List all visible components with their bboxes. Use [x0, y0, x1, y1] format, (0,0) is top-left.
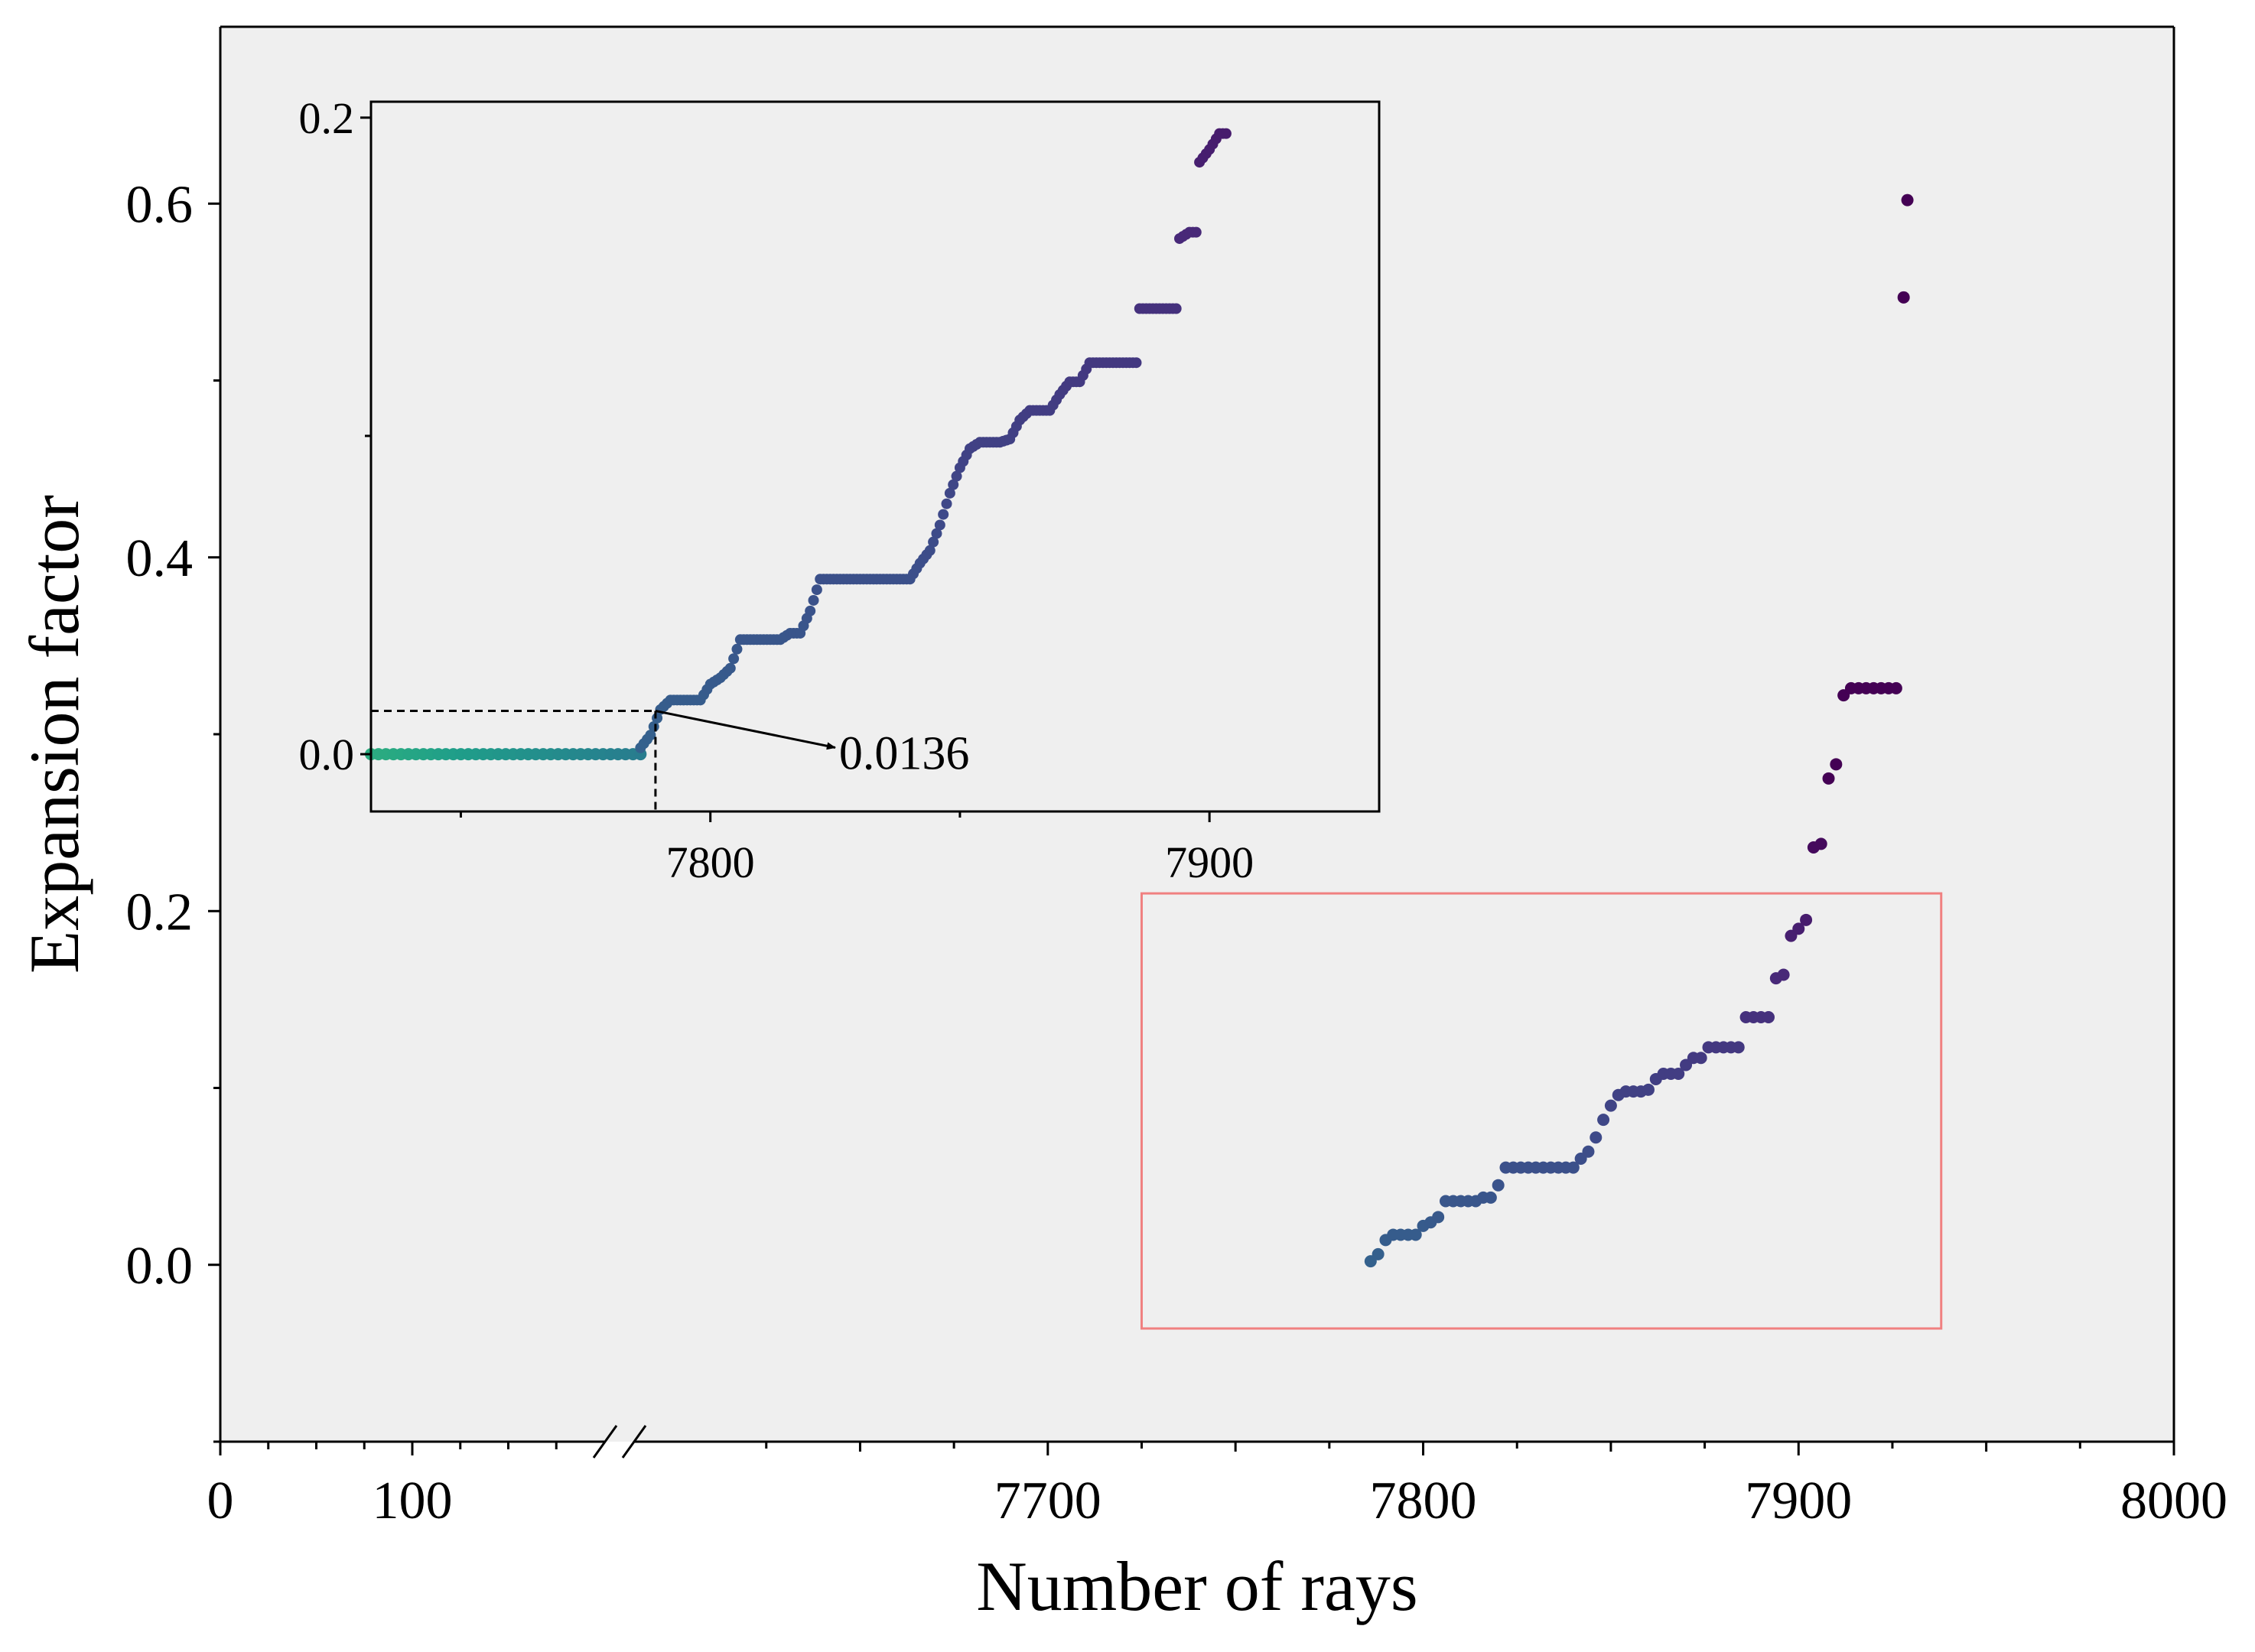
inset-data-point [941, 498, 952, 509]
main-x-ticks: 0 100 7700 7800 7900 8000 [207, 1442, 2227, 1530]
main-x-axis-title: Number of rays [976, 1547, 1417, 1625]
inset-data-point [924, 545, 936, 556]
main-data-point [1830, 758, 1843, 771]
inset-x-tick-label: 7900 [1165, 837, 1254, 887]
main-data-point [1604, 1099, 1617, 1112]
main-data-point [1432, 1211, 1445, 1224]
inset-data-point [948, 479, 959, 490]
inset-data-point [1190, 226, 1202, 238]
inset-y-tick-label: 0.0 [299, 730, 355, 779]
inset-background [371, 102, 1379, 811]
main-data-point [1590, 1131, 1603, 1144]
main-y-axis-title: Expansion factor [15, 495, 93, 974]
inset-data-point [1220, 128, 1232, 139]
inset-data-point [1131, 357, 1142, 369]
inset-y-tick-label: 0.2 [299, 93, 355, 143]
main-data-point [1492, 1179, 1505, 1192]
inset-frame [369, 100, 1381, 813]
inset-threshold-annotation: 0.0136 [371, 709, 970, 811]
inset-data-point [931, 528, 942, 539]
main-data-point [1409, 1228, 1422, 1241]
axis-break-marker [592, 1425, 647, 1459]
main-data-point [1901, 193, 1914, 206]
y-tick-label: 0.0 [126, 1237, 194, 1296]
main-data-point [1822, 772, 1835, 785]
inset-data-point [951, 470, 962, 482]
x-tick-label: 8000 [2120, 1472, 2227, 1530]
main-data-point [1777, 968, 1790, 981]
inset-data-point [811, 584, 822, 596]
y-tick-label: 0.4 [126, 529, 194, 588]
main-data-point [1732, 1041, 1745, 1054]
y-tick-label: 0.6 [126, 175, 194, 234]
inset-data-point [934, 519, 945, 531]
inset-data-point [1170, 303, 1182, 314]
main-data-point [1372, 1247, 1385, 1260]
inset-data-point [728, 653, 740, 665]
main-data-point [1597, 1114, 1610, 1127]
inset-data-point [928, 536, 939, 548]
inset-data-point [724, 662, 736, 674]
inset-data-point [805, 605, 816, 616]
y-tick-label: 0.2 [126, 883, 194, 941]
main-data-point [1582, 1145, 1595, 1158]
main-data-point [1484, 1191, 1497, 1204]
inset-x-ticks: 7800 7900 [459, 811, 1254, 887]
main-data-point [1642, 1083, 1655, 1096]
main-data-point [1792, 922, 1805, 935]
inset-data-point [731, 643, 743, 655]
inset-data-points [365, 128, 1232, 761]
main-data-point [1762, 1011, 1775, 1023]
inset-x-tick-label: 7800 [666, 837, 755, 887]
main-data-point [1897, 291, 1910, 304]
inset-data-point [944, 487, 955, 499]
x-tick-label: 7700 [994, 1472, 1101, 1530]
inset-data-point [808, 594, 819, 606]
main-data-point [1567, 1161, 1580, 1174]
x-tick-label: 100 [373, 1472, 453, 1530]
inset-data-point [938, 509, 949, 520]
main-data-point [1672, 1068, 1685, 1080]
inset-y-ticks: 0.0 0.2 [299, 93, 371, 779]
main-data-point [1800, 913, 1813, 926]
main-data-point [1889, 681, 1902, 694]
main-data-point [1694, 1052, 1707, 1065]
inset-data-point [645, 730, 656, 741]
x-tick-label: 7800 [1370, 1472, 1477, 1530]
annotation-label: 0.0136 [839, 727, 970, 779]
x-tick-label: 0 [207, 1472, 234, 1530]
x-tick-label: 7900 [1745, 1472, 1852, 1530]
zoom-region-box [1140, 892, 1943, 1330]
annotation-arrow [655, 710, 836, 750]
main-data-point [1814, 837, 1827, 850]
main-y-ticks: 0.0 0.2 0.4 0.6 [126, 175, 220, 1443]
main-data-points [1364, 193, 1914, 1268]
